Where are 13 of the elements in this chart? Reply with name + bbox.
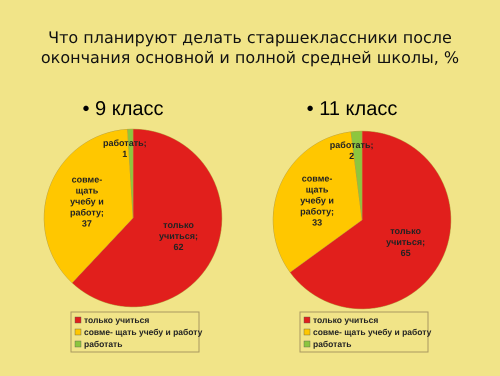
data-label: совме- щать учебу и работу; 33 (300, 174, 334, 228)
legend-label: работать (313, 339, 352, 349)
chart-subtitle: • 11 класс (306, 98, 398, 120)
data-label: только учиться; 62 (159, 220, 198, 252)
data-label: только учиться; 65 (386, 226, 426, 258)
chart-title: Что планируют делать старшеклассники после окончания основной и полной средней школы, % (40, 28, 460, 67)
legend-label: совме- щать учебу и работу (313, 327, 432, 337)
legend-label: только учиться (84, 315, 150, 325)
legend-label: совме- щать учебу и работу (84, 327, 203, 337)
legend-label: только учиться (313, 315, 378, 325)
data-label: совме- щать учебу и работу; 37 (70, 174, 104, 228)
legend-label: работать (84, 339, 122, 349)
chart-subtitle: • 9 класс (82, 98, 164, 120)
